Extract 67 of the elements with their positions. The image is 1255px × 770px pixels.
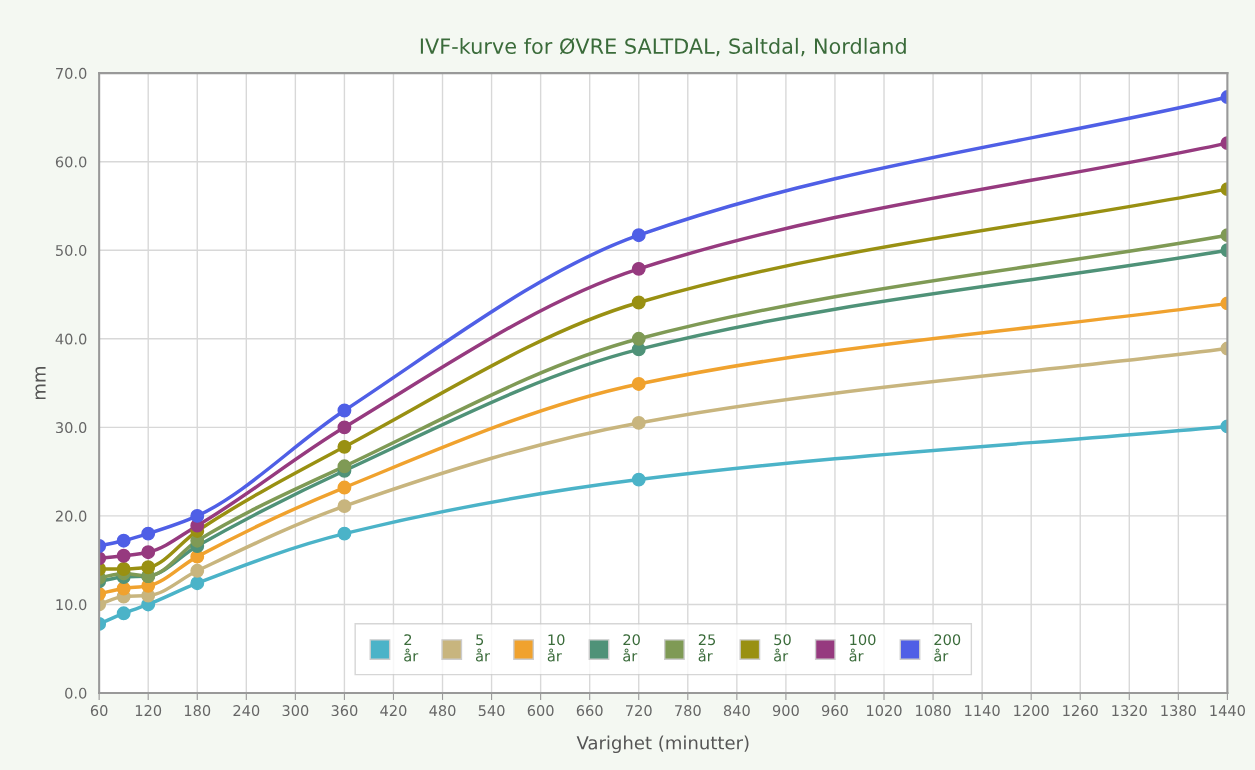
x-tick-label: 120 (135, 705, 162, 717)
point (631, 228, 646, 243)
legend-label: 5 år (475, 634, 491, 662)
point (337, 480, 352, 495)
point (190, 563, 205, 578)
y-tick-label: 50.0 (55, 244, 87, 256)
legend-label: 200 år (934, 634, 961, 662)
y-tick-label: 70.0 (56, 67, 87, 79)
point (631, 472, 646, 487)
y-axis-title: mm (35, 367, 46, 400)
x-tick-label: 240 (233, 705, 260, 717)
x-tick-label: 720 (626, 705, 652, 717)
point (631, 261, 646, 276)
legend-label: 100 år (849, 634, 876, 662)
chart-title: IVF-kurve for ØVRE SALTDAL, Saltdal, Nordland (420, 37, 906, 57)
point (141, 526, 156, 541)
point (631, 295, 646, 310)
y-tick-label: 30.0 (55, 422, 87, 434)
y-tick-label: 20.0 (55, 510, 87, 522)
point (190, 508, 205, 523)
point (631, 377, 646, 391)
legend-label: 10 år (547, 634, 565, 662)
x-tick-label: 1200 (1014, 705, 1049, 717)
point (337, 459, 352, 474)
legend-label: 20 år (623, 634, 640, 662)
point (337, 439, 352, 454)
x-tick-label: 1320 (1112, 705, 1147, 717)
x-tick-label: 960 (821, 705, 848, 717)
point (631, 331, 646, 346)
point (116, 562, 131, 576)
x-tick-label: 420 (380, 705, 407, 717)
point (631, 415, 646, 430)
x-tick-label: 1080 (916, 705, 951, 717)
x-tick-label: 600 (527, 705, 554, 717)
point (337, 526, 352, 541)
point (116, 533, 131, 548)
legend-label: 50 år (774, 634, 791, 662)
y-tick-label: 10.0 (56, 599, 87, 611)
x-tick-label: 780 (675, 705, 701, 717)
x-tick-label: 1440 (1210, 705, 1245, 717)
x-tick-label: 1260 (1063, 705, 1098, 717)
x-tick-label: 1020 (867, 705, 902, 717)
y-tick-label: 40.0 (55, 333, 87, 345)
point (190, 576, 205, 591)
x-axis-title: Varighet (minutter) (576, 735, 749, 754)
x-tick-label: 900 (772, 705, 799, 717)
legend-label: 25 år (698, 634, 716, 662)
point (337, 403, 352, 418)
x-tick-label: 540 (478, 705, 505, 717)
x-tick-label: 1380 (1161, 705, 1196, 717)
x-tick-label: 360 (331, 705, 358, 717)
x-tick-label: 1140 (965, 705, 1000, 717)
x-tick-label: 840 (723, 705, 750, 717)
point (337, 499, 352, 514)
x-tick-label: 480 (429, 705, 456, 717)
point (141, 560, 156, 575)
point (141, 545, 156, 560)
x-tick-label: 300 (282, 705, 309, 717)
x-tick-label: 180 (184, 705, 211, 717)
x-tick-label: 660 (576, 705, 603, 717)
y-tick-label: 60.0 (55, 156, 87, 168)
legend-label: 2 år (404, 634, 419, 662)
point (337, 420, 352, 435)
point (116, 606, 131, 621)
y-tick-label: 0.0 (65, 687, 87, 699)
point (116, 548, 131, 563)
x-tick-label: 60 (90, 705, 108, 717)
